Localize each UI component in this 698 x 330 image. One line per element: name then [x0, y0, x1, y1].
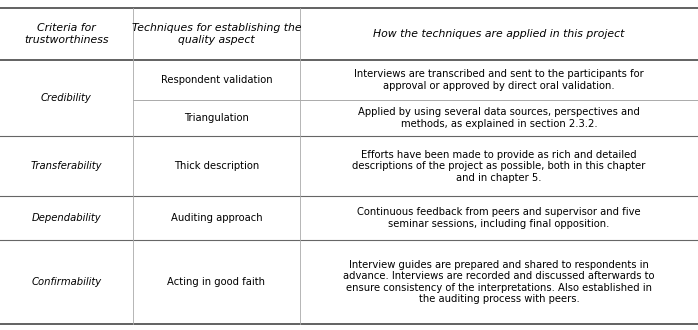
Text: Triangulation: Triangulation	[184, 113, 248, 123]
Text: Interviews are transcribed and sent to the participants for
approval or approved: Interviews are transcribed and sent to t…	[354, 69, 644, 91]
Text: Interview guides are prepared and shared to respondents in
advance. Interviews a: Interview guides are prepared and shared…	[343, 260, 655, 305]
Text: Efforts have been made to provide as rich and detailed
descriptions of the proje: Efforts have been made to provide as ric…	[352, 149, 646, 183]
Text: Acting in good faith: Acting in good faith	[168, 277, 265, 287]
Text: Auditing approach: Auditing approach	[170, 213, 262, 223]
Text: Respondent validation: Respondent validation	[161, 75, 272, 85]
Text: Confirmability: Confirmability	[31, 277, 101, 287]
Text: Techniques for establishing the
quality aspect: Techniques for establishing the quality …	[131, 23, 302, 45]
Text: Dependability: Dependability	[31, 213, 101, 223]
Text: Thick description: Thick description	[174, 161, 259, 171]
Text: Continuous feedback from peers and supervisor and five
seminar sessions, includi: Continuous feedback from peers and super…	[357, 207, 641, 229]
Text: Applied by using several data sources, perspectives and
methods, as explained in: Applied by using several data sources, p…	[358, 107, 640, 129]
Text: Credibility: Credibility	[41, 93, 91, 103]
Text: Transferability: Transferability	[31, 161, 102, 171]
Text: How the techniques are applied in this project: How the techniques are applied in this p…	[373, 29, 625, 39]
Text: Criteria for
trustworthiness: Criteria for trustworthiness	[24, 23, 109, 45]
